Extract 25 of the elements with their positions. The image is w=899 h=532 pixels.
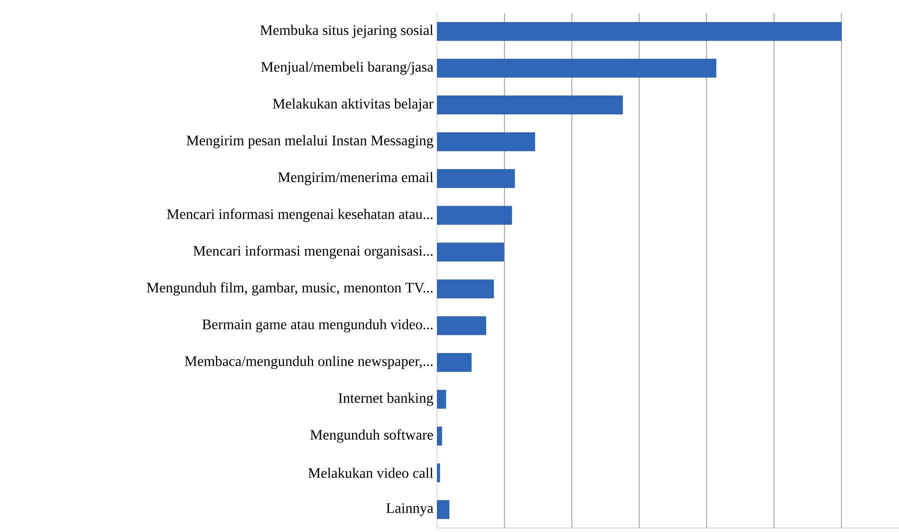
bar <box>437 96 623 114</box>
y-tick-label: Bermain game atau mengunduh video... <box>202 319 433 332</box>
y-tick-label: Lainnya <box>386 503 434 516</box>
bar <box>437 280 494 298</box>
y-tick-label: Mengirim pesan melalui Instan Messaging <box>186 135 434 148</box>
bar <box>437 353 472 372</box>
y-tick-label: Membuka situs jejaring sosial <box>260 24 434 38</box>
y-tick-label: Melakukan video call <box>308 468 434 478</box>
bar <box>437 242 504 262</box>
y-tick-label: Menjual/membeli barang/jasa <box>261 62 434 75</box>
bar <box>437 206 512 225</box>
y-tick-label: Mencari informasi mengenai organisasi... <box>193 245 433 259</box>
y-tick-label: Melakukan aktivitas belajar <box>272 98 434 112</box>
bar <box>437 169 515 188</box>
bar <box>437 500 450 520</box>
y-tick-label: Mengirim/menerima email <box>278 172 434 186</box>
bar <box>437 58 716 78</box>
y-tick-label: Membaca/mengunduh online newspaper,... <box>184 356 433 370</box>
y-tick-label: Mengunduh film, gambar, music, menonton TV... <box>146 282 433 296</box>
y-tick-label: Mencari informasi mengenai kesehatan atau... <box>166 208 433 222</box>
bar <box>437 316 486 336</box>
bar <box>437 132 536 152</box>
y-tick-label: Internet banking <box>338 392 434 406</box>
y-tick-label: Mengunduh software <box>310 429 433 443</box>
bar <box>437 22 842 41</box>
